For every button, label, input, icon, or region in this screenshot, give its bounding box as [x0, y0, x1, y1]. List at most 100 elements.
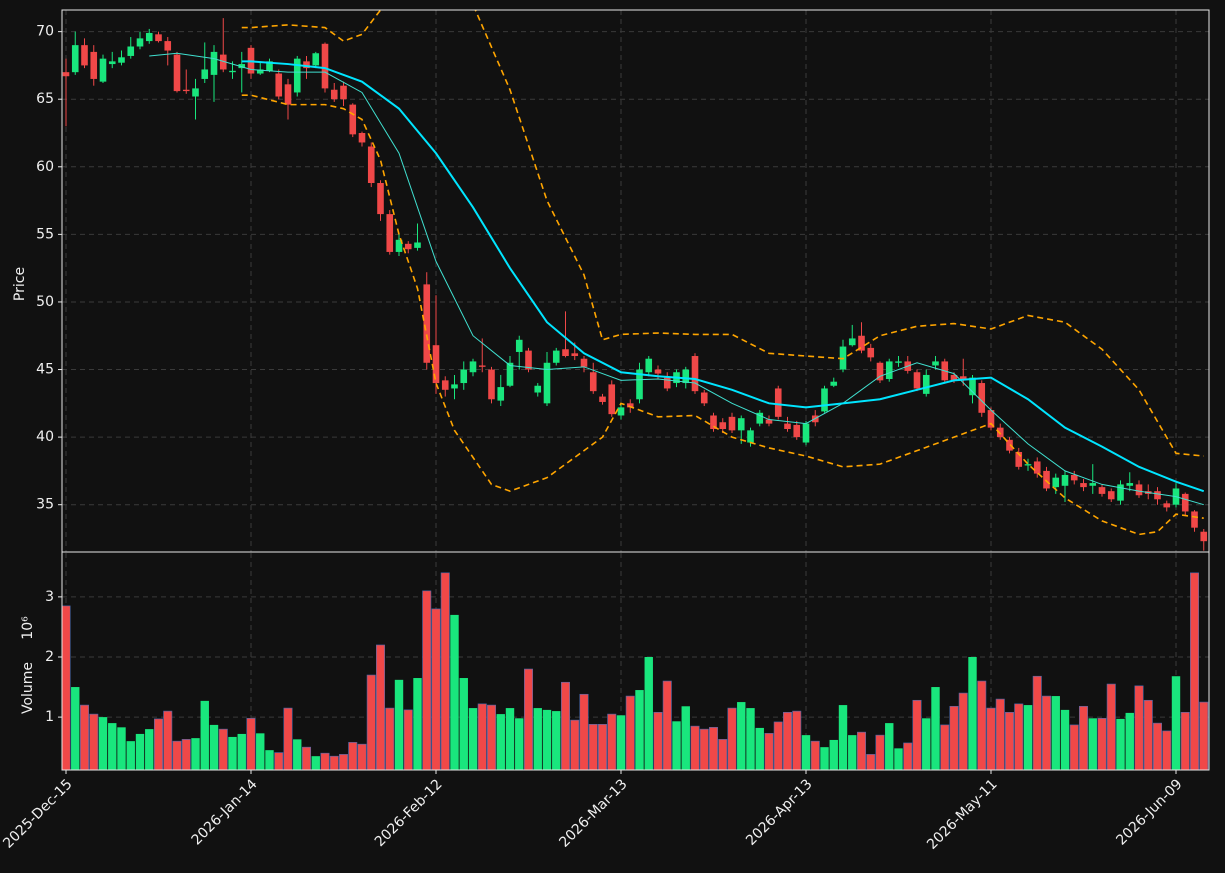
volume-bar: [301, 746, 311, 771]
candle-body: [395, 239, 403, 252]
volume-bar: [1134, 685, 1144, 771]
volume-bar: [246, 718, 256, 771]
candle-body: [256, 69, 264, 74]
candle-body: [830, 381, 838, 386]
candle-body: [284, 84, 292, 105]
volume-bar: [357, 743, 367, 771]
overlay-line: [241, 60, 1205, 493]
volume-bar: [1116, 718, 1125, 770]
volume-bar: [163, 710, 173, 771]
candle-body: [99, 58, 107, 82]
candle-body: [562, 349, 569, 357]
volume-bar: [440, 572, 450, 771]
y-tick-label: 45: [36, 362, 54, 378]
candle-body: [340, 85, 347, 100]
volume-panel: [61, 572, 1209, 771]
volume-bar: [450, 614, 459, 770]
volume-bar: [773, 721, 783, 771]
volume-bar: [810, 740, 820, 771]
volume-bar: [644, 656, 653, 770]
volume-bar: [431, 608, 441, 771]
volume-bar: [653, 711, 663, 771]
candle-body: [219, 54, 227, 70]
volume-bar: [718, 739, 728, 771]
volume-bar: [468, 708, 478, 770]
candle-body: [589, 372, 597, 392]
volume-bar: [274, 752, 284, 771]
volume-bar: [1014, 703, 1024, 771]
candle-body: [1089, 483, 1097, 486]
volume-bar: [848, 735, 857, 770]
y-tick-label: 55: [36, 226, 54, 242]
y2-tick-label: 1: [45, 709, 54, 725]
volume-bar: [1190, 572, 1200, 771]
volume-bar: [588, 724, 598, 771]
volume-bar: [311, 756, 320, 770]
candle-body: [90, 51, 98, 79]
volume-bar: [385, 707, 395, 771]
volume-bar: [403, 709, 413, 771]
candle-body: [654, 369, 662, 374]
volume-bar: [98, 717, 108, 770]
volume-bar: [616, 715, 626, 770]
volume-bar: [413, 678, 422, 770]
volume-bar: [737, 702, 746, 770]
candle-body: [895, 361, 902, 363]
volume-bar: [496, 714, 505, 770]
candle-body: [266, 61, 273, 71]
candle-body: [506, 362, 514, 386]
candle-body: [173, 54, 181, 92]
price-panel: [62, 18, 1208, 551]
candle-body: [81, 45, 88, 66]
candle-body: [1163, 503, 1171, 508]
candle-body: [1126, 483, 1134, 486]
volume-bar: [597, 724, 607, 771]
volume-bar: [1162, 730, 1172, 771]
volume-bar: [922, 718, 931, 770]
candle-body: [876, 362, 884, 381]
candle-body: [1200, 531, 1208, 542]
candle-body: [1154, 491, 1161, 500]
overlay-line: [241, 94, 1204, 536]
candle-body: [719, 422, 727, 430]
candle-body: [303, 61, 310, 69]
candle-body: [913, 372, 921, 389]
volume-bar: [1079, 705, 1089, 771]
candle-body: [802, 423, 810, 443]
y-tick-label: 60: [36, 159, 54, 175]
candle-body: [691, 356, 699, 392]
candle-body: [821, 388, 828, 412]
volume-bar: [838, 705, 848, 770]
volume-bar: [560, 681, 570, 771]
candle-body: [478, 365, 486, 367]
volume-bar: [690, 725, 700, 771]
volume-bar: [71, 687, 80, 770]
volume-bar: [533, 708, 542, 770]
volume-bar: [1125, 712, 1134, 770]
candle-body: [414, 242, 421, 248]
candle-body: [765, 419, 773, 424]
candle-body: [682, 369, 690, 384]
candle-body: [784, 423, 791, 430]
candle-body: [737, 418, 745, 431]
overlay-line: [149, 52, 1204, 506]
candle-body: [922, 374, 930, 394]
volume-bar: [635, 690, 644, 770]
volume-bar: [1180, 711, 1190, 771]
volume-bar: [885, 723, 894, 770]
volume-bar: [477, 703, 487, 771]
candle-body: [774, 388, 782, 417]
volume-bar: [1069, 724, 1079, 771]
volume-bar: [940, 724, 950, 771]
volume-frame: [61, 551, 1210, 771]
candle-body: [1024, 464, 1032, 466]
candle-body: [423, 284, 431, 363]
volume-bar: [607, 713, 617, 771]
volume-bar: [1023, 705, 1033, 770]
volume-bar: [699, 728, 709, 771]
volume-bar: [681, 706, 690, 770]
candle-body: [145, 32, 153, 42]
candle-body: [330, 89, 338, 100]
volume-bar: [237, 733, 246, 770]
